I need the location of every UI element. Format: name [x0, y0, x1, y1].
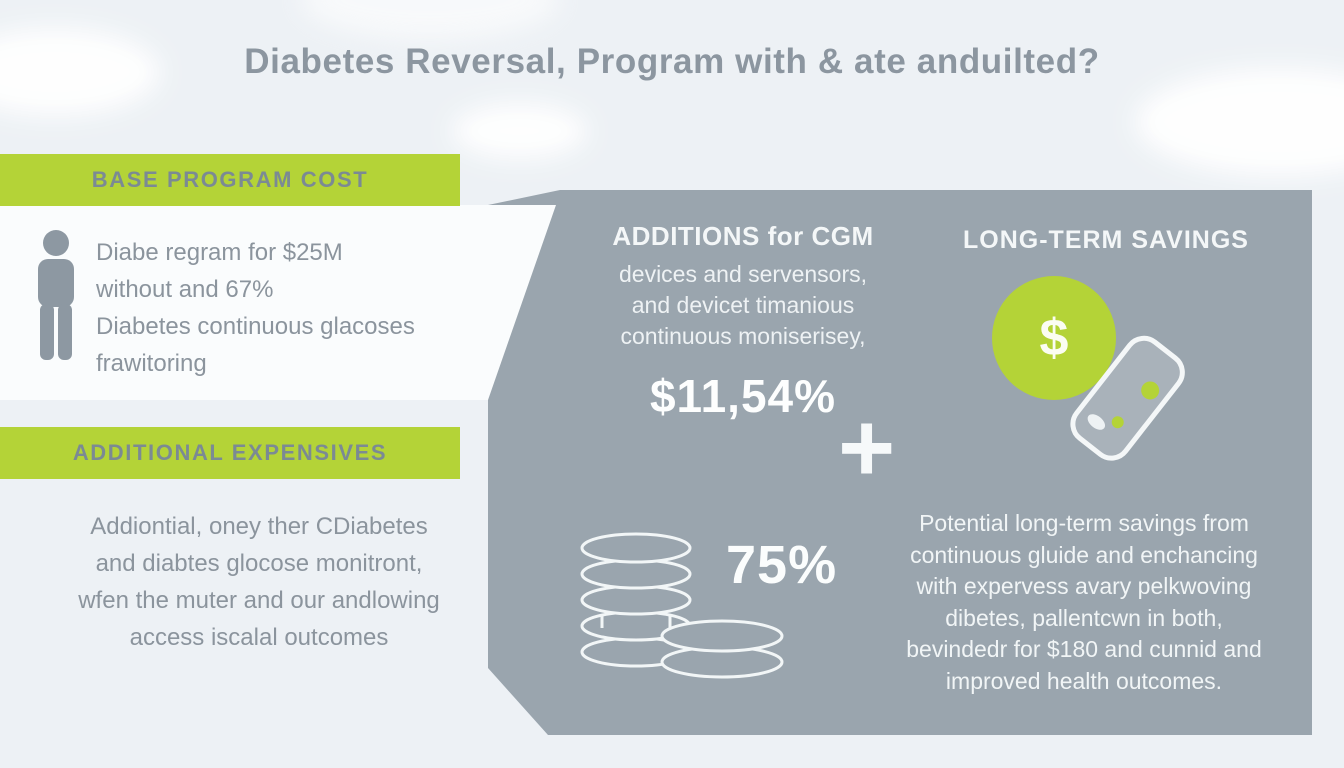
additional-expenses-header-label: ADDITIONAL EXPENSIVES [72, 440, 388, 465]
text-line: with expervess avary pelkwoving [916, 573, 1252, 599]
text-line: Diabe regram for $25M [96, 239, 343, 266]
text-line: and diabtes glocose monitront, [95, 550, 423, 577]
additional-expenses-header: ADDITIONAL EXPENSIVES [0, 427, 460, 479]
long-term-savings-heading: LONG-TERM SAVINGS [963, 226, 1249, 254]
person-icon [26, 228, 86, 383]
text-line: frawitoring [96, 350, 207, 377]
text-line: and devicet timanious [631, 292, 855, 318]
coins-icon [572, 520, 792, 693]
base-cost-body-panel [0, 205, 556, 400]
page-title: Diabetes Reversal, Program with & ate an… [244, 42, 1100, 81]
text-line: without and 67% [96, 276, 274, 303]
cloud-shape [300, 0, 560, 40]
cgm-device-icon-svg [1070, 335, 1185, 461]
text-line: wfen the muter and our andlowing [78, 587, 440, 614]
base-program-cost-header: BASE PROGRAM COST [0, 154, 460, 206]
cgm-device-icon [1055, 322, 1200, 482]
cgm-additions-block: ADDITIONS for CGM devices and servensors… [586, 221, 900, 423]
savings-percent: 75% [726, 535, 838, 595]
dollar-circle-icon: $ [992, 276, 1116, 400]
text-line: Addiontial, oney ther CDiabetes [90, 513, 428, 540]
text-line: devices and servensors, [618, 261, 867, 287]
coins-icon-svg [580, 532, 784, 679]
cloud-shape [452, 103, 587, 159]
text-line: bevindedr for $180 and cunnid and [906, 636, 1262, 662]
text-line: Potential long-term savings from [919, 510, 1249, 536]
cloud-shape [1135, 68, 1344, 176]
long-term-savings-text: Potential long-term savings from continu… [864, 508, 1304, 697]
base-program-cost-header-label: BASE PROGRAM COST [91, 167, 369, 192]
dollar-sign-label: $ [1039, 309, 1069, 367]
text-line: Diabetes continuous glacoses [96, 313, 415, 340]
text-line: improved health outcomes. [945, 667, 1223, 694]
text-line: access iscalal outcomes [129, 624, 389, 651]
person-icon-svg [38, 230, 74, 360]
additions-amount: $11,54% [649, 370, 837, 422]
text-line: continuous moniserisey, [620, 323, 866, 349]
plus-icon: + [838, 392, 896, 502]
additional-expenses-text: Addiontial, oney ther CDiabetes and diab… [0, 508, 518, 656]
text-line: dibetes, pallentcwn in both, [945, 604, 1223, 631]
cgm-additions-heading: ADDITIONS for CGM [612, 221, 874, 251]
base-cost-text: Diabe regram for $25M without and 67% Di… [96, 234, 415, 382]
text-line: continuous gluide and enchancing [910, 541, 1258, 568]
